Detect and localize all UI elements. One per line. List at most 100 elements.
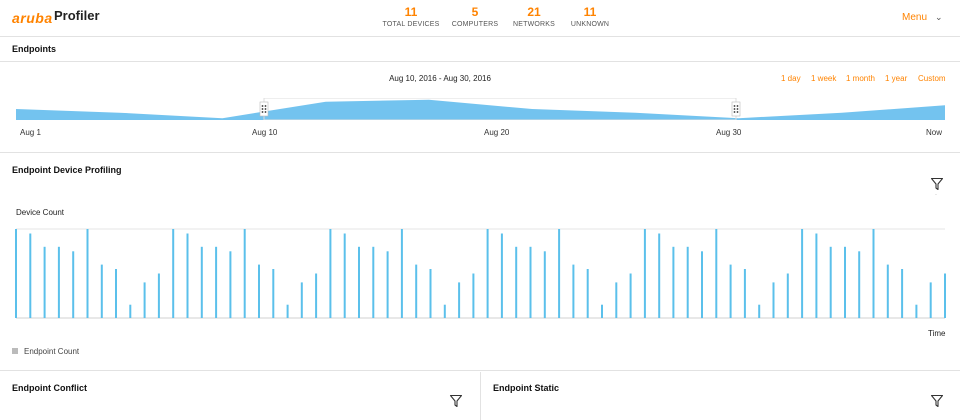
bar[interactable] <box>300 282 303 318</box>
bar[interactable] <box>72 251 75 319</box>
bar[interactable] <box>872 229 875 318</box>
menu-button[interactable]: Menu <box>902 12 928 23</box>
filter-icon[interactable] <box>930 177 944 191</box>
bar[interactable] <box>729 264 732 318</box>
bar[interactable] <box>343 233 346 319</box>
bar[interactable] <box>329 229 332 318</box>
bar[interactable] <box>358 246 360 318</box>
profiling-title: Endpoint Device Profiling <box>12 165 122 175</box>
bar[interactable] <box>229 251 232 319</box>
bar[interactable] <box>200 246 203 318</box>
x-axis-title: Time <box>928 329 946 338</box>
bar[interactable] <box>586 269 589 318</box>
bar[interactable] <box>944 273 946 319</box>
device-profiling-chart[interactable] <box>0 222 960 322</box>
legend-label[interactable]: Endpoint Count <box>24 347 80 356</box>
bar[interactable] <box>286 304 289 318</box>
stat-total-devices[interactable]: 11 TOTAL DEVICES <box>371 5 451 28</box>
bar[interactable] <box>315 273 318 319</box>
bar[interactable] <box>929 282 932 318</box>
bar[interactable] <box>29 233 32 319</box>
timeline-chart[interactable] <box>16 98 945 120</box>
bar[interactable] <box>786 273 789 319</box>
bar[interactable] <box>386 251 389 319</box>
bar[interactable] <box>486 229 489 318</box>
range-1-year-button[interactable]: 1 year <box>885 74 908 83</box>
bar[interactable] <box>815 233 818 319</box>
bar[interactable] <box>901 269 904 318</box>
bar-series <box>15 229 946 319</box>
bar[interactable] <box>629 273 632 319</box>
bar[interactable] <box>215 246 218 318</box>
bar[interactable] <box>886 264 889 318</box>
bar[interactable] <box>515 246 518 318</box>
bar[interactable] <box>915 304 918 318</box>
stat-value: 11 <box>404 5 418 19</box>
bar[interactable] <box>829 246 832 318</box>
bar[interactable] <box>572 264 575 318</box>
timeline-tick-label: Aug 20 <box>484 128 510 137</box>
bar[interactable] <box>258 264 260 318</box>
bar[interactable] <box>615 282 618 318</box>
bar[interactable] <box>57 246 60 318</box>
drag-handle-icon[interactable] <box>731 101 741 117</box>
bar[interactable] <box>443 304 446 318</box>
stat-label: COMPUTERS <box>451 21 499 28</box>
bar[interactable] <box>15 229 17 318</box>
bar[interactable] <box>715 229 718 318</box>
bar[interactable] <box>157 273 160 319</box>
bar[interactable] <box>758 304 761 318</box>
bar[interactable] <box>472 273 475 319</box>
range-1-day-button[interactable]: 1 day <box>781 74 801 83</box>
app-header: aruba Profiler 11 TOTAL DEVICES 5 COMPUT… <box>0 0 960 37</box>
bar[interactable] <box>372 246 375 318</box>
bar[interactable] <box>143 282 146 318</box>
bar[interactable] <box>558 229 561 318</box>
endpoints-title: Endpoints <box>12 44 56 54</box>
bar[interactable] <box>701 251 703 319</box>
bar[interactable] <box>743 269 746 318</box>
bar[interactable] <box>400 229 403 318</box>
bar[interactable] <box>458 282 461 318</box>
timeline-tick-label: Now <box>926 128 943 137</box>
bar[interactable] <box>543 251 546 319</box>
drag-handle-icon[interactable] <box>259 101 269 117</box>
bar[interactable] <box>643 229 646 318</box>
bar[interactable] <box>801 229 804 318</box>
bar[interactable] <box>172 229 175 318</box>
bar[interactable] <box>500 233 503 319</box>
chevron-down-icon[interactable]: ⌄ <box>935 12 943 22</box>
bar[interactable] <box>858 251 861 319</box>
y-axis-title: Device Count <box>16 208 65 217</box>
bar[interactable] <box>529 246 532 318</box>
divider <box>0 61 960 62</box>
bar[interactable] <box>686 246 689 318</box>
stat-networks[interactable]: 21 NETWORKS <box>494 5 574 28</box>
bar[interactable] <box>100 264 103 318</box>
bar[interactable] <box>272 269 275 318</box>
bar[interactable] <box>43 246 46 318</box>
bar[interactable] <box>772 282 775 318</box>
divider <box>0 370 960 371</box>
bar[interactable] <box>243 229 246 318</box>
bar[interactable] <box>672 246 675 318</box>
bar[interactable] <box>186 233 189 319</box>
filter-icon[interactable] <box>449 394 463 408</box>
range-1-week-button[interactable]: 1 week <box>811 74 837 83</box>
stat-value: 5 <box>471 5 479 19</box>
range-1-month-button[interactable]: 1 month <box>846 74 875 83</box>
bar[interactable] <box>429 269 432 318</box>
filter-icon[interactable] <box>930 394 944 408</box>
bar[interactable] <box>415 264 418 318</box>
bar[interactable] <box>601 304 603 318</box>
stat-computers[interactable]: 5 COMPUTERS <box>435 5 515 28</box>
bar[interactable] <box>658 233 661 319</box>
bar[interactable] <box>844 246 846 318</box>
bar[interactable] <box>115 269 117 318</box>
range-custom-button[interactable]: Custom <box>918 74 946 83</box>
stat-value: 21 <box>527 5 541 19</box>
stat-unknown[interactable]: 11 UNKNOWN <box>550 5 630 28</box>
bar[interactable] <box>129 304 132 318</box>
timeline-tick-label: Aug 1 <box>20 128 41 137</box>
bar[interactable] <box>86 229 89 318</box>
